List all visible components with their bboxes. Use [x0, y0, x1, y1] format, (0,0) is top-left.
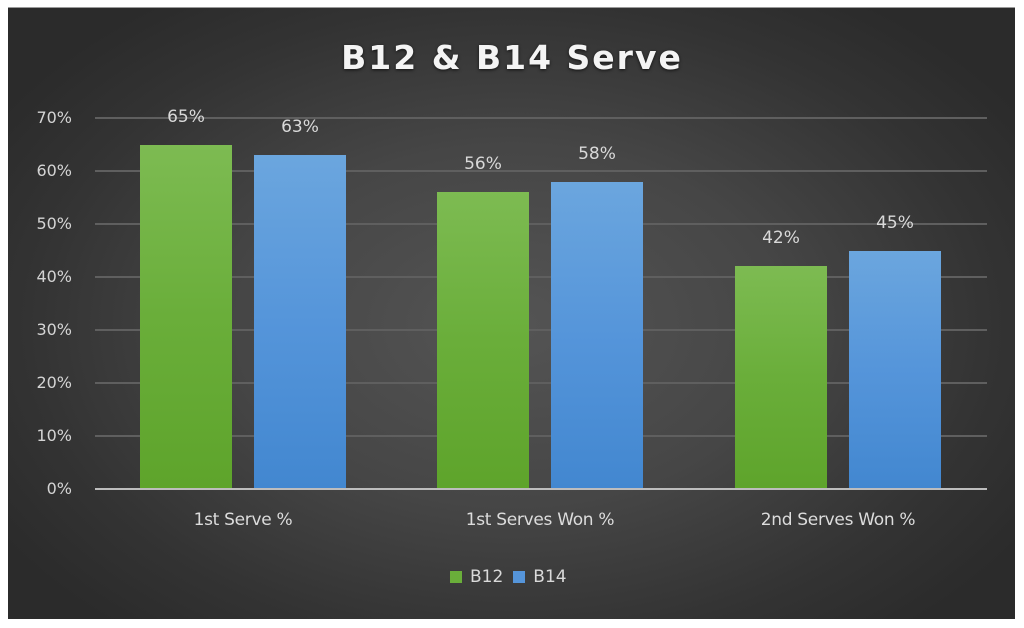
- legend-swatch-b14: [513, 571, 526, 583]
- x-axis-line: [95, 488, 987, 490]
- data-label: 63%: [281, 117, 319, 138]
- legend: B12 B14: [450, 567, 567, 587]
- legend-item-b14[interactable]: B14: [513, 567, 567, 587]
- gridline: [95, 382, 987, 384]
- data-label: 58%: [578, 143, 616, 164]
- gridline: [95, 435, 987, 437]
- legend-label: B14: [533, 567, 567, 587]
- gridline: [95, 223, 987, 225]
- legend-label: B12: [470, 567, 504, 587]
- bar-b12[interactable]: [735, 266, 827, 489]
- data-label: 56%: [464, 154, 502, 175]
- data-label: 45%: [876, 212, 914, 233]
- bar-b14[interactable]: [849, 250, 941, 489]
- x-axis-label: 1st Serves Won %: [465, 510, 615, 530]
- x-axis-label: 1st Serve %: [193, 510, 293, 530]
- bar-b12[interactable]: [140, 144, 232, 489]
- legend-swatch-b12: [450, 571, 462, 583]
- y-tick-label: 20%: [36, 373, 72, 392]
- bar-b14[interactable]: [254, 155, 346, 489]
- y-tick-label: 0%: [46, 479, 72, 498]
- y-tick-label: 70%: [36, 108, 72, 127]
- data-label: 42%: [762, 228, 800, 249]
- legend-item-b12[interactable]: B12: [450, 567, 503, 587]
- gridline: [95, 170, 987, 172]
- gridline: [95, 329, 987, 331]
- gridline: [95, 117, 987, 119]
- y-tick-label: 60%: [36, 161, 72, 180]
- bar-b14[interactable]: [551, 181, 643, 489]
- x-axis-label: 2nd Serves Won %: [760, 510, 916, 530]
- data-label: 65%: [167, 106, 205, 127]
- y-tick-label: 10%: [36, 426, 72, 445]
- y-tick-label: 50%: [36, 214, 72, 233]
- bar-b12[interactable]: [437, 192, 529, 489]
- y-tick-label: 30%: [36, 320, 72, 339]
- chart-title: B12 & B14 Serve: [341, 38, 683, 77]
- gridline: [95, 276, 987, 278]
- y-tick-label: 40%: [36, 267, 72, 286]
